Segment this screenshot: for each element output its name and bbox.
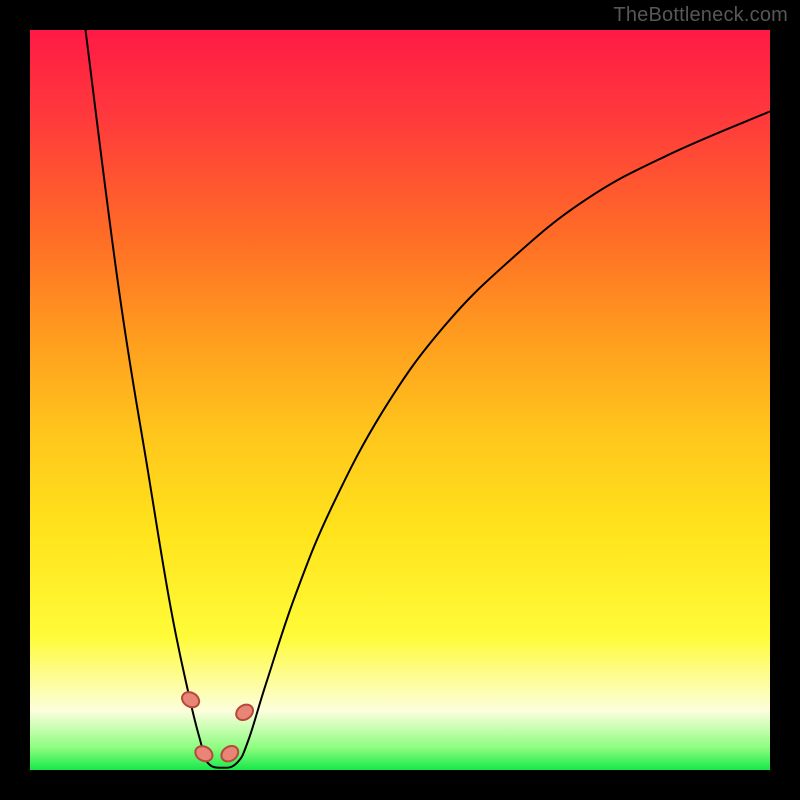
bottleneck-curve — [86, 30, 771, 768]
plot-area — [30, 30, 770, 770]
marker-pill — [179, 689, 202, 710]
curve-layer — [30, 30, 770, 770]
marker-pill — [193, 743, 216, 764]
marker-pill — [233, 701, 256, 723]
chart-stage: TheBottleneck.com — [0, 0, 800, 800]
watermark-text: TheBottleneck.com — [613, 4, 788, 27]
